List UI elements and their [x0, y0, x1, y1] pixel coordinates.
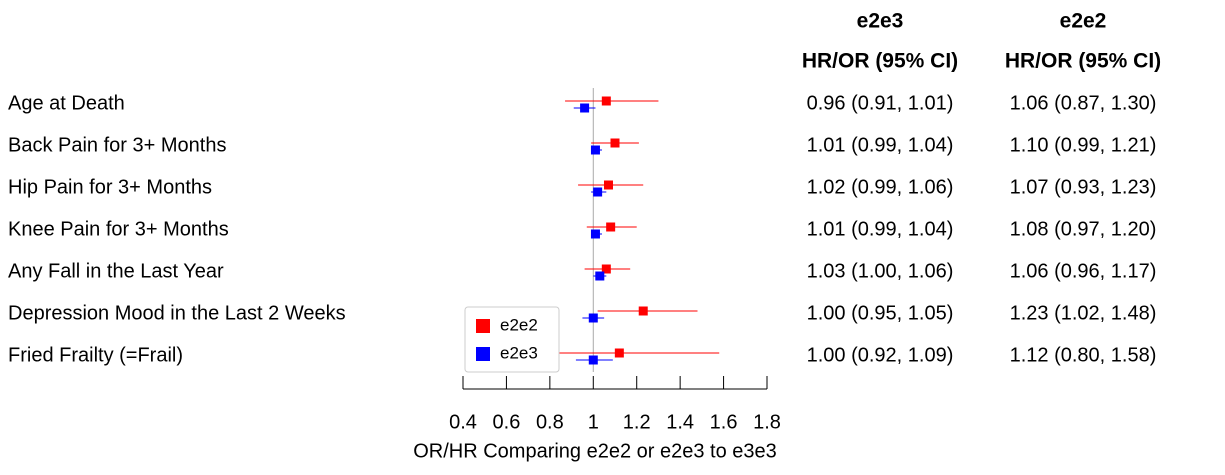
point-estimate [614, 348, 624, 358]
row-label: Fried Frailty (=Frail) [8, 344, 183, 366]
point-estimate [590, 229, 600, 239]
column-subheader: HR/OR (95% CI) [1005, 50, 1161, 73]
column-subheader: HR/OR (95% CI) [802, 50, 958, 73]
point-estimate [595, 271, 605, 281]
row-label: Back Pain for 3+ Months [8, 134, 226, 156]
ci-text: 1.01 (0.99, 1.04) [807, 134, 954, 156]
legend-label: e2e2 [500, 315, 538, 334]
ci-text: 1.00 (0.92, 1.09) [807, 344, 954, 366]
ci-text: 1.23 (1.02, 1.48) [1010, 302, 1157, 324]
ci-text: 1.10 (0.99, 1.21) [1010, 134, 1157, 156]
ci-text: 1.06 (0.87, 1.30) [1010, 92, 1157, 114]
x-tick-label: 1.6 [710, 411, 738, 433]
point-estimate [588, 313, 598, 323]
point-estimate [610, 138, 620, 148]
ci-text: 1.06 (0.96, 1.17) [1010, 260, 1157, 282]
point-estimate [580, 103, 590, 113]
legend-swatch [476, 347, 490, 361]
x-tick-label: 0.4 [449, 411, 477, 433]
point-estimate [593, 187, 603, 197]
point-estimate [638, 306, 648, 316]
x-tick-label: 1.4 [666, 411, 694, 433]
point-estimate [601, 264, 611, 274]
ci-text: 1.00 (0.95, 1.05) [807, 302, 954, 324]
legend-label: e2e3 [500, 343, 538, 362]
ci-text: 1.01 (0.99, 1.04) [807, 218, 954, 240]
x-axis-label: OR/HR Comparing e2e2 or e2e3 to e3e3 [413, 440, 777, 462]
column-header: e2e2 [1060, 10, 1107, 33]
point-estimate [588, 355, 598, 365]
point-estimate [601, 96, 611, 106]
row-label: Depression Mood in the Last 2 Weeks [8, 302, 346, 324]
ci-text: 1.03 (1.00, 1.06) [807, 260, 954, 282]
x-tick-label: 1 [588, 411, 599, 433]
ci-text: 1.08 (0.97, 1.20) [1010, 218, 1157, 240]
row-label: Any Fall in the Last Year [8, 260, 224, 282]
row-label: Age at Death [8, 92, 125, 114]
x-tick-label: 0.8 [536, 411, 564, 433]
ci-text: 1.07 (0.93, 1.23) [1010, 176, 1157, 198]
x-tick-label: 1.8 [753, 411, 781, 433]
x-tick-label: 0.6 [493, 411, 521, 433]
row-label: Hip Pain for 3+ Months [8, 176, 212, 198]
column-header: e2e3 [857, 10, 904, 33]
ci-text: 1.02 (0.99, 1.06) [807, 176, 954, 198]
row-label: Knee Pain for 3+ Months [8, 218, 229, 240]
point-estimate [590, 145, 600, 155]
legend-swatch [476, 319, 490, 333]
x-tick-label: 1.2 [623, 411, 651, 433]
point-estimate [606, 222, 616, 232]
point-estimate [603, 180, 613, 190]
ci-text: 0.96 (0.91, 1.01) [807, 92, 954, 114]
ci-text: 1.12 (0.80, 1.58) [1010, 344, 1157, 366]
